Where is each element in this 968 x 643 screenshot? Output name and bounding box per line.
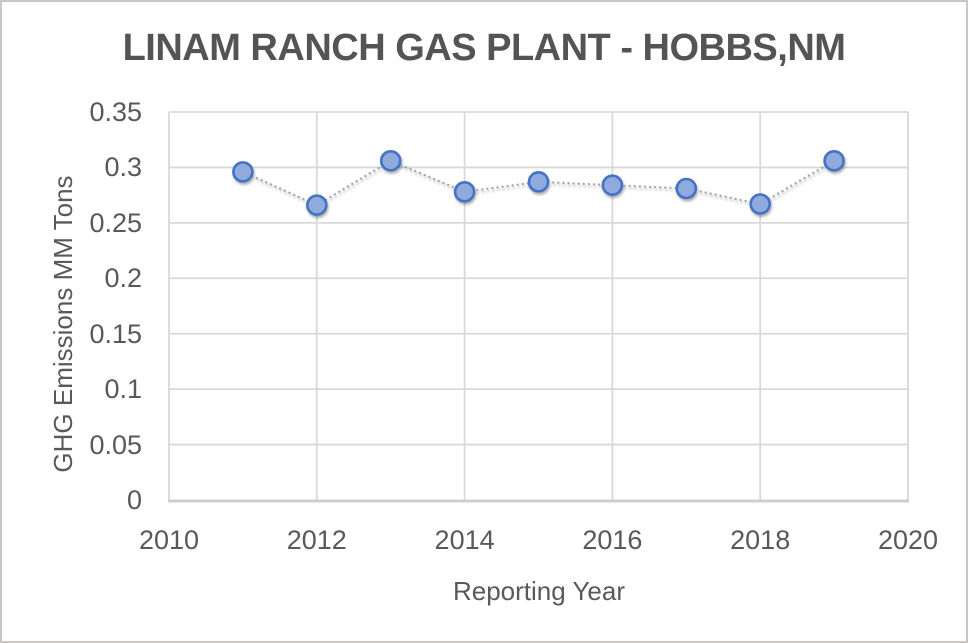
x-axis-title: Reporting Year [452, 576, 626, 606]
x-tick-label: 2014 [434, 525, 495, 555]
y-tick-label: 0.1 [104, 374, 142, 405]
y-tick-label: 0.05 [89, 429, 142, 460]
x-tick-label: 2018 [730, 525, 791, 555]
data-point-marker [749, 193, 772, 215]
y-tick-label: 0.25 [89, 207, 142, 238]
y-axis-title: GHG Emissions MM Tons [48, 175, 78, 473]
data-point-marker [823, 149, 845, 172]
data-point-marker [379, 149, 402, 172]
y-tick-label: 0 [126, 485, 142, 515]
data-point-marker [527, 171, 550, 193]
data-point-marker [305, 194, 328, 216]
y-tick-label: 0.35 [89, 97, 142, 127]
data-point-marker [675, 177, 698, 200]
y-tick-label: 0.3 [104, 152, 142, 183]
y-tick-label: 0.2 [104, 263, 142, 294]
chart-title: LINAM RANCH GAS PLANT - HOBBS,NM [122, 27, 846, 69]
y-tick-label: 0.15 [89, 318, 142, 349]
data-point-marker [453, 181, 476, 203]
x-tick-label: 2016 [582, 525, 643, 555]
x-tick-label: 2012 [286, 525, 347, 555]
data-point-marker [232, 161, 254, 183]
x-tick-label: 2010 [138, 525, 200, 555]
data-series [232, 149, 845, 216]
data-point-marker [601, 174, 624, 196]
x-tick-label: 2020 [877, 525, 939, 555]
